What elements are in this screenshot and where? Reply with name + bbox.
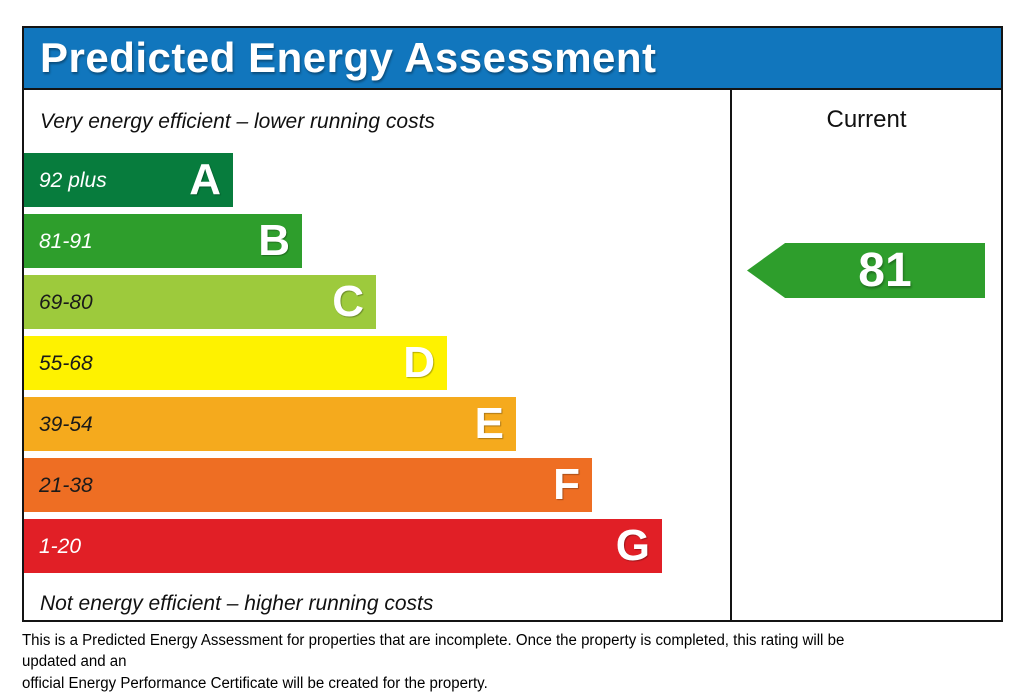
band-letter: F [553, 460, 580, 509]
epc-chart-area: Very energy efficient – lower running co… [24, 90, 730, 620]
band-letter: B [258, 216, 290, 265]
footer-disclaimer: This is a Predicted Energy Assessment fo… [22, 630, 856, 694]
epc-band-row: 55-68 D [24, 336, 447, 390]
current-column-header: Current [826, 106, 907, 133]
epc-band-row: 1-20 G [24, 519, 662, 573]
epc-band-row: 21-38 F [24, 458, 592, 512]
epc-bands: 92 plus A 81-91 B 69-80 C 55-68 D 39-54 … [24, 153, 730, 573]
band-letter: G [615, 521, 650, 570]
epc-band-row: 92 plus A [24, 153, 233, 207]
epc-band-row: 39-54 E [24, 397, 516, 451]
band-range-label: 92 plus [39, 168, 107, 192]
current-rating-value: 81 [858, 243, 912, 297]
footer-line-1: This is a Predicted Energy Assessment fo… [22, 632, 845, 671]
band-range-label: 55-68 [39, 351, 93, 375]
header: Predicted Energy Assessment [24, 28, 1001, 90]
not-efficient-note: Not energy efficient – higher running co… [40, 592, 434, 615]
band-range-label: 1-20 [39, 534, 82, 558]
current-rating-arrow: 81 [747, 243, 985, 298]
band-letter: A [189, 155, 221, 204]
band-range-label: 21-38 [39, 473, 93, 497]
epc-band-row: 69-80 C [24, 275, 376, 329]
band-letter: C [332, 277, 364, 326]
efficient-note: Very energy efficient – lower running co… [40, 110, 435, 133]
band-range-label: 69-80 [39, 290, 93, 314]
epc-content: Very energy efficient – lower running co… [24, 90, 1001, 620]
band-letter: D [403, 338, 435, 387]
current-column: Current 81 [730, 90, 1001, 620]
band-range-label: 39-54 [39, 412, 93, 436]
band-letter: E [474, 399, 504, 448]
page-title: Predicted Energy Assessment [40, 34, 657, 81]
band-range-label: 81-91 [39, 229, 93, 253]
epc-frame: Predicted Energy Assessment Very energy … [22, 26, 1003, 622]
footer-line-2: official Energy Performance Certificate … [22, 674, 488, 692]
epc-band-row: 81-91 B [24, 214, 302, 268]
